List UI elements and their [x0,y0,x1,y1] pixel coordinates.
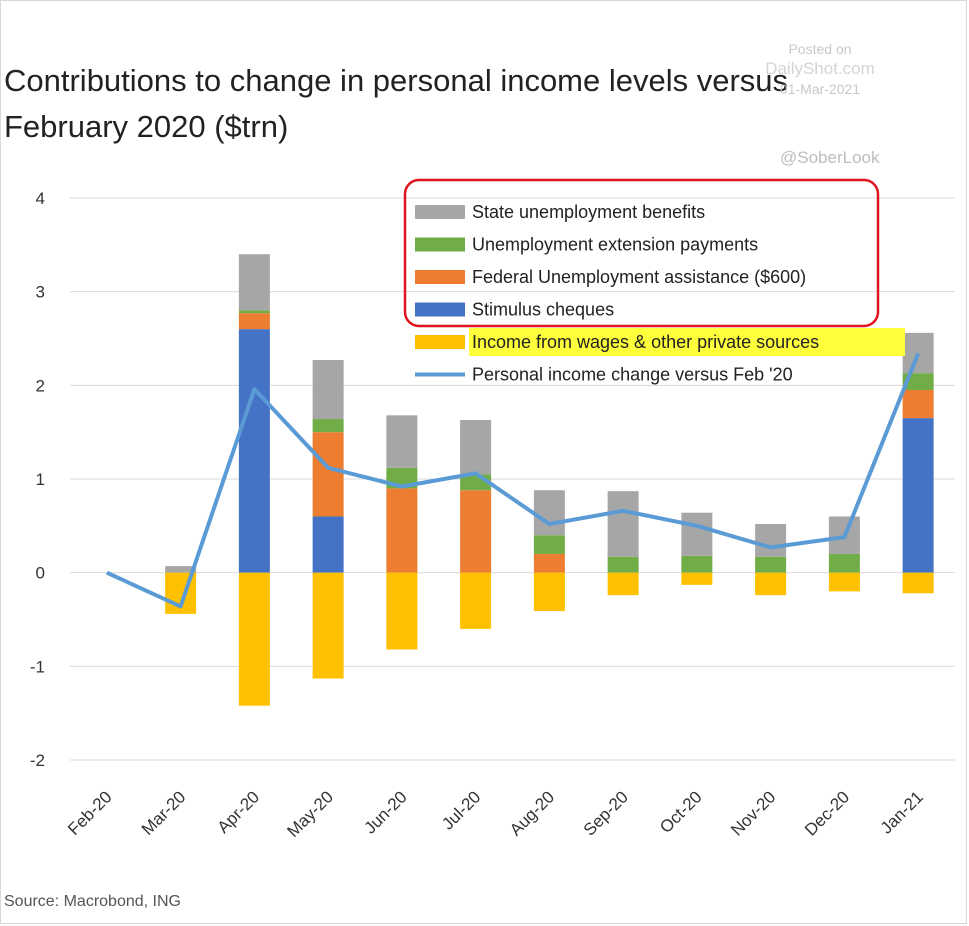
x-tick-label: Aug-20 [506,787,558,839]
legend-item-stimulus: Stimulus cheques [415,300,614,320]
y-tick-label: 1 [36,470,45,489]
legend-label: Personal income change versus Feb '20 [472,365,793,385]
bar-wages [386,572,418,650]
y-tick-label: 0 [36,564,45,583]
y-tick-label: -1 [30,657,45,676]
chart-area: 4 3 2 1 0 -1 -2 Feb-20 Mar-20 Apr-20 May-20 Jun-20 J… [30,178,955,841]
legend-swatch [415,335,465,349]
bar-state [902,332,934,374]
bar-wages [238,572,270,706]
bar-stimulus [902,418,934,573]
legend-item-line: Personal income change versus Feb '20 [415,365,793,385]
source-note: Source: Macrobond, ING [4,893,181,910]
bar-extension [681,555,713,573]
x-tick-label: Mar-20 [138,787,190,839]
legend-swatch [415,237,465,252]
bar-federal [533,553,565,573]
x-tick-label: Jan-21 [877,787,927,837]
x-tick-label: Jul-20 [438,787,484,833]
bar-extension [238,310,270,314]
bar-state [607,491,639,557]
bar-state [386,415,418,468]
bar-wages [607,572,639,596]
x-tick-label: Oct-20 [656,787,706,837]
bar-wages [902,572,934,594]
y-tick-label: 4 [36,189,45,208]
bar-wages [460,572,492,629]
x-tick-label: Jun-20 [361,787,411,837]
x-tick-label: Nov-20 [727,787,779,839]
bar-extension [312,419,344,433]
bar-wages [312,572,344,679]
x-tick-label: Dec-20 [801,787,853,839]
legend-swatch [415,205,465,219]
legend-label: Federal Unemployment assistance ($600) [472,267,806,287]
legend-label: State unemployment benefits [472,202,705,222]
watermark-site: DailyShot.com [765,59,875,78]
chart-title: Contributions to change in personal inco… [4,63,789,144]
bar-state [165,566,197,573]
legend-item-federal: Federal Unemployment assistance ($600) [415,267,806,287]
watermark-posted: Posted on [788,41,852,57]
bar-wages [681,572,713,585]
watermark-date: 01-Mar-2021 [779,81,861,97]
bar-federal [902,390,934,419]
legend-swatch [415,270,465,284]
legend-highlight-box [403,178,880,328]
watermark-handle: @SoberLook [780,148,880,167]
bar-wages [755,572,787,596]
x-tick-label: Sep-20 [580,787,632,839]
bar-federal [238,313,270,330]
bar-federal [460,490,492,573]
legend-item-extension: Unemployment extension payments [415,235,758,255]
x-tick-label: May-20 [283,787,337,841]
bar-federal [386,488,418,573]
bar-extension [755,556,787,573]
legend-label: Stimulus cheques [472,300,614,320]
bar-state [755,523,787,557]
bar-extension [607,556,639,573]
y-tick-label: 3 [36,283,45,302]
legend-text-highlight [469,328,905,356]
bar-extension [828,553,860,573]
bar-state [681,512,713,556]
watermark: Posted on DailyShot.com 01-Mar-2021 [700,40,940,98]
legend-item-state: State unemployment benefits [415,202,705,222]
bar-state [533,490,565,536]
bar-stimulus [238,329,270,573]
legend-label: Unemployment extension payments [472,235,758,255]
x-tick-label: Feb-20 [64,787,116,839]
bar-stimulus [312,516,344,573]
legend-label: Income from wages & other private source… [472,332,819,352]
bar-state [238,254,270,311]
bar-wages [533,572,565,612]
bar-state [312,360,344,420]
bar-extension [533,535,565,554]
y-tick-label: -2 [30,751,45,770]
line-personal-income [106,352,920,609]
x-tick-label: Apr-20 [214,787,264,837]
bar-state [460,419,492,475]
bar-federal [312,432,344,517]
y-tick-label: 2 [36,376,45,395]
legend-item-wages: Income from wages & other private source… [415,328,905,356]
legend-swatch [415,302,465,317]
bar-wages [828,572,860,592]
